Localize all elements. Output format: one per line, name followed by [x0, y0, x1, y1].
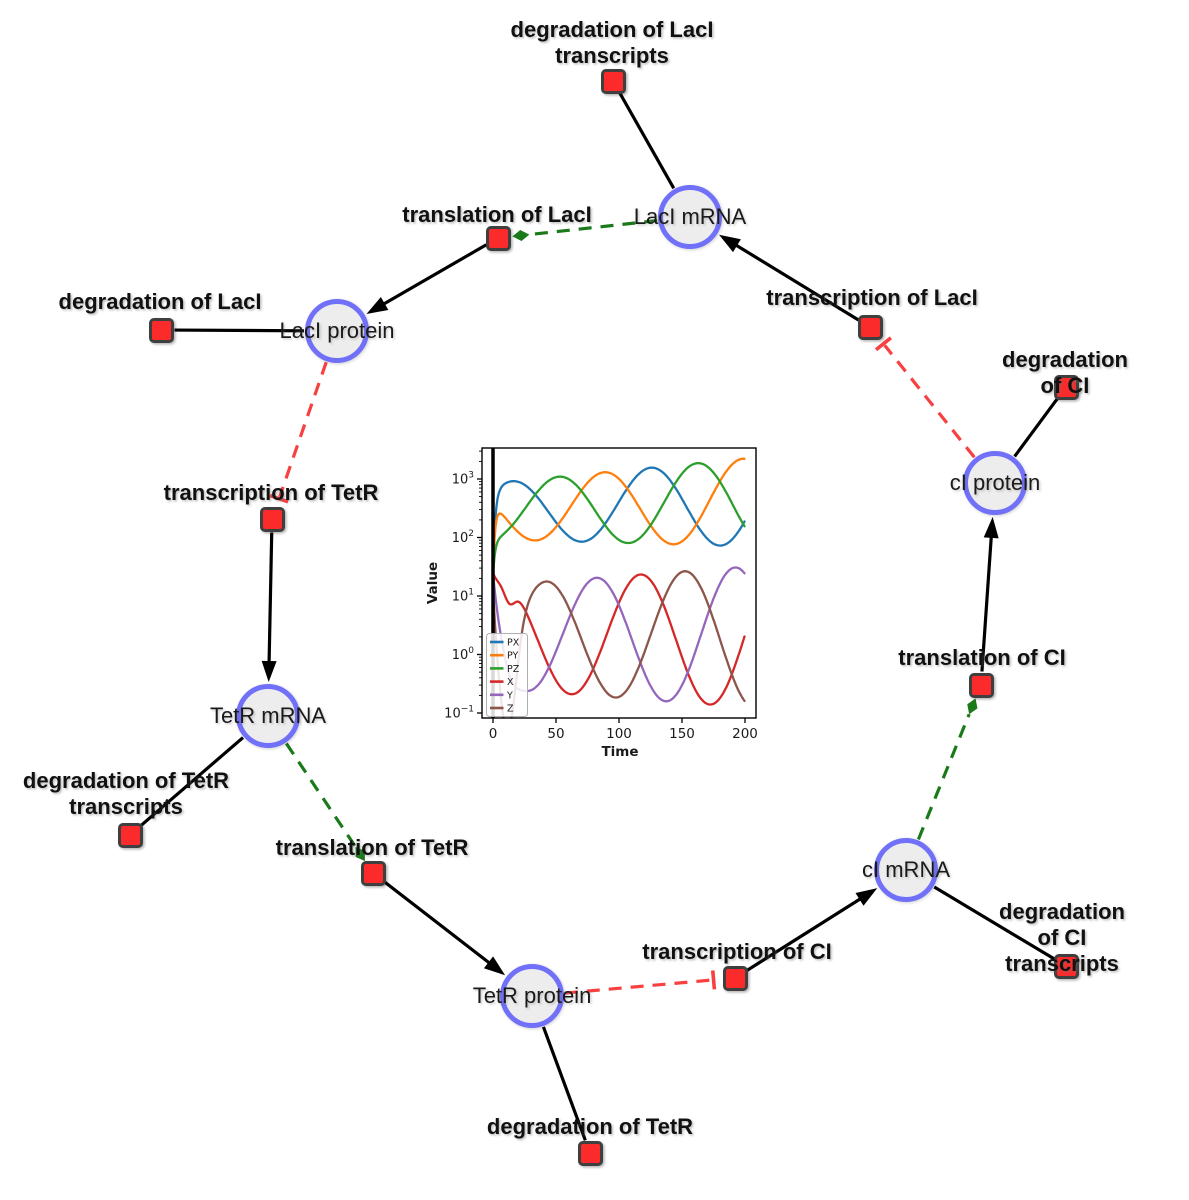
reaction-node-deg-tetr[interactable] [577, 1140, 603, 1166]
edge-inhibition-laci-protein-transcription-tetr [269, 361, 328, 504]
reaction-node-deg-laci-transcripts[interactable] [600, 68, 626, 94]
edge-product-transcription-tetr-tetr-mrna [261, 532, 277, 683]
species-node-tetr-protein[interactable] [500, 964, 564, 1028]
edge-product-transcription-ci-ci-mrna [745, 888, 878, 973]
edge-modifier-laci-mrna-translation-laci [512, 218, 658, 241]
edge-modifier-tetr-mrna-translation-tetr [285, 742, 365, 861]
species-node-tetr-mrna[interactable] [236, 684, 300, 748]
reaction-node-translation-ci[interactable] [968, 672, 994, 698]
y-axis: 10−1 100 101 102 103 Value [425, 450, 482, 722]
edge-product-translation-tetr-tetr-protein [382, 879, 506, 976]
series-X [492, 572, 746, 706]
edge-product-translation-ci-ci-protein [980, 516, 999, 672]
edge-reactant-laci-mrna-deg-laci-transcripts [618, 91, 676, 190]
plot-legend: PX PY PZ XYZ [486, 633, 528, 717]
edge-inhibition-ci-protein-transcription-laci [874, 336, 976, 459]
svg-text:100: 100 [452, 646, 475, 663]
series-Z [492, 570, 746, 718]
svg-text:150: 150 [669, 726, 695, 742]
edge-product-translation-laci-laci-protein [366, 243, 488, 314]
svg-text:200: 200 [732, 726, 758, 742]
legend-label-PX: PX [507, 638, 520, 649]
legend-label-Z: Z [507, 704, 514, 715]
svg-text:10−1: 10−1 [444, 705, 474, 722]
x-axis-label: Time [601, 744, 638, 760]
svg-text:0: 0 [489, 726, 498, 742]
reaction-node-deg-ci-transcripts[interactable] [1053, 953, 1079, 979]
legend-label-PZ: PZ [507, 664, 520, 675]
reaction-node-translation-laci[interactable] [485, 225, 511, 251]
edge-product-transcription-laci-laci-mrna [719, 234, 860, 322]
series-PX [492, 466, 746, 560]
series-Y [492, 566, 746, 703]
legend-label-Y: Y [506, 690, 513, 701]
edge-modifier-ci-mrna-translation-ci [916, 698, 978, 841]
edge-reactant-laci-protein-deg-laci [174, 328, 305, 333]
reaction-node-deg-ci[interactable] [1053, 374, 1079, 400]
species-node-ci-protein[interactable] [963, 451, 1027, 515]
reaction-node-deg-tetr-transcripts[interactable] [117, 822, 143, 848]
reaction-node-transcription-tetr[interactable] [259, 506, 285, 532]
legend-label-PY: PY [507, 651, 519, 662]
species-node-laci-mrna[interactable] [658, 185, 722, 249]
plot-curves [492, 457, 746, 718]
edge-inhibition-tetr-protein-transcription-ci [564, 970, 717, 995]
series-PZ [492, 461, 746, 569]
y-axis-label: Value [425, 562, 441, 604]
reaction-node-transcription-laci[interactable] [857, 314, 883, 340]
species-node-laci-protein[interactable] [305, 299, 369, 363]
series-PY [492, 457, 746, 562]
reaction-node-translation-tetr[interactable] [360, 860, 386, 886]
svg-text:101: 101 [452, 588, 474, 605]
svg-text:50: 50 [547, 726, 564, 742]
species-node-ci-mrna[interactable] [874, 838, 938, 902]
reaction-node-transcription-ci[interactable] [722, 965, 748, 991]
svg-text:103: 103 [452, 471, 474, 488]
edge-reactant-tetr-mrna-deg-tetr-transcripts [139, 736, 245, 828]
edge-reactant-ci-mrna-deg-ci-transcripts [933, 885, 1056, 961]
svg-text:102: 102 [452, 529, 474, 546]
legend-label-X: X [507, 677, 514, 688]
edge-reactant-tetr-protein-deg-tetr [541, 1026, 587, 1141]
x-axis: 0 50 100 150 200 Time [489, 718, 758, 760]
edge-reactant-ci-protein-deg-ci [1013, 396, 1060, 458]
svg-text:100: 100 [606, 726, 632, 742]
reaction-node-deg-laci[interactable] [148, 317, 174, 343]
